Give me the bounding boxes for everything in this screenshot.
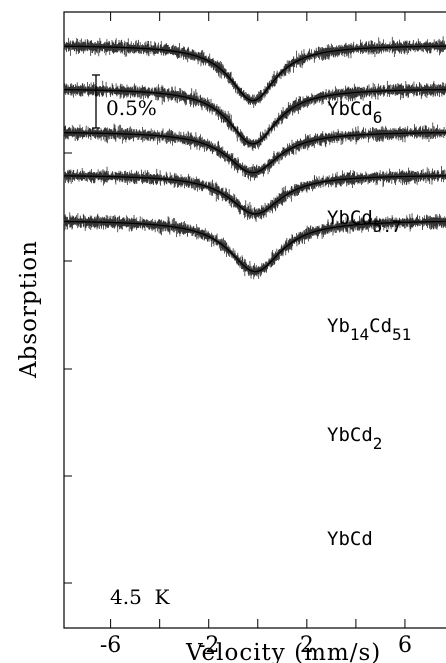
x-axis-label: Velocity (mm/s) xyxy=(185,640,381,663)
spectrum-fit-2 xyxy=(63,131,446,174)
x-tick-label: 2 xyxy=(300,633,314,658)
series-label-1: YbCd5.7 xyxy=(327,207,402,236)
series-labels: YbCd6 YbCd5.7 Yb14Cd51 YbCd2 YbCd xyxy=(327,98,411,550)
temperature-label: 4.5 K xyxy=(110,585,171,609)
x-tick-labels: -6 -2 2 6 xyxy=(100,633,412,658)
x-tick-label: -2 xyxy=(198,633,219,658)
plot-frame xyxy=(63,11,446,629)
spectra-group xyxy=(63,36,446,280)
series-label-0: YbCd6 xyxy=(327,98,382,127)
scale-bar xyxy=(92,74,100,129)
spectrum-fit-4 xyxy=(63,220,446,273)
y-axis-label: Absorption xyxy=(16,240,42,379)
series-label-2: Yb14Cd51 xyxy=(327,315,411,344)
axis-ticks xyxy=(64,12,406,628)
x-tick-label: -6 xyxy=(100,633,121,658)
spectrum-fit-3 xyxy=(63,175,446,215)
series-label-3: YbCd2 xyxy=(327,424,382,453)
spectrum-fit-1 xyxy=(63,88,446,145)
series-label-4: YbCd xyxy=(327,528,373,550)
spectrum-fit-0 xyxy=(63,45,446,102)
scale-bar-label: 0.5% xyxy=(106,96,157,120)
x-tick-label: 6 xyxy=(398,633,412,658)
